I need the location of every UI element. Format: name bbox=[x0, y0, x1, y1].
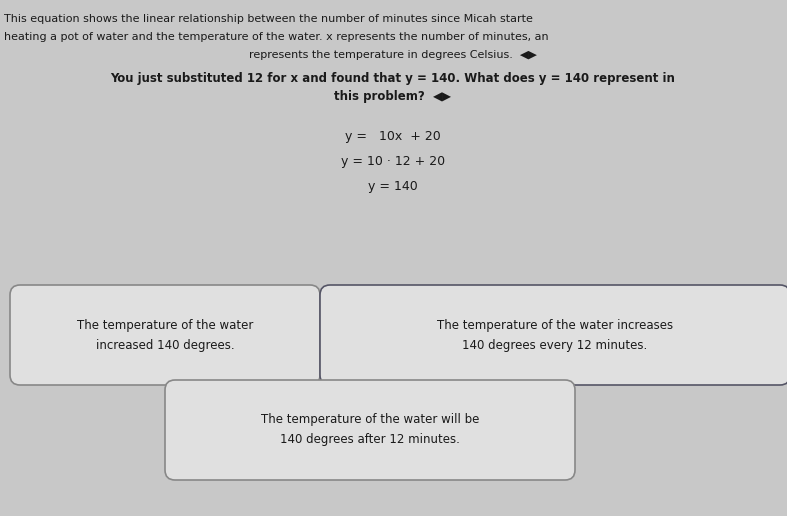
Text: The temperature of the water increases: The temperature of the water increases bbox=[437, 318, 673, 331]
FancyBboxPatch shape bbox=[320, 285, 787, 385]
Text: You just substituted 12 for x and found that y = 140. What does y = 140 represen: You just substituted 12 for x and found … bbox=[110, 72, 675, 85]
Text: This equation shows the linear relationship between the number of minutes since : This equation shows the linear relations… bbox=[4, 14, 533, 24]
FancyBboxPatch shape bbox=[165, 380, 575, 480]
Text: 140 degrees after 12 minutes.: 140 degrees after 12 minutes. bbox=[280, 433, 460, 446]
Text: heating a pot of water and the temperature of the water. x represents the number: heating a pot of water and the temperatu… bbox=[4, 32, 549, 42]
Text: The temperature of the water: The temperature of the water bbox=[77, 318, 253, 331]
Text: increased 140 degrees.: increased 140 degrees. bbox=[96, 338, 235, 351]
Text: y =   10x  + 20: y = 10x + 20 bbox=[345, 130, 441, 143]
Text: this problem?  ◀▶: this problem? ◀▶ bbox=[334, 90, 452, 103]
Text: y = 10 · 12 + 20: y = 10 · 12 + 20 bbox=[341, 155, 445, 168]
FancyBboxPatch shape bbox=[10, 285, 320, 385]
Text: represents the temperature in degrees Celsius.  ◀▶: represents the temperature in degrees Ce… bbox=[249, 50, 537, 60]
Text: The temperature of the water will be: The temperature of the water will be bbox=[260, 413, 479, 427]
Text: y = 140: y = 140 bbox=[368, 180, 418, 193]
Text: 140 degrees every 12 minutes.: 140 degrees every 12 minutes. bbox=[463, 338, 648, 351]
